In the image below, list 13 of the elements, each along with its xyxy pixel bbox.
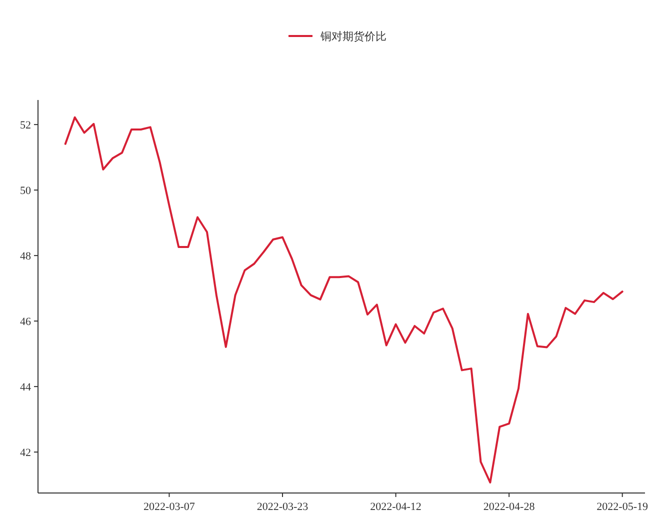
y-tick-label: 48 bbox=[20, 250, 32, 263]
x-tick-label: 2022-03-07 bbox=[144, 501, 196, 513]
x-tick-label: 2022-04-28 bbox=[483, 501, 536, 513]
y-tick-label: 42 bbox=[20, 447, 31, 460]
legend-label: 铜对期货价比 bbox=[320, 30, 386, 43]
y-tick-label: 44 bbox=[20, 382, 32, 394]
y-tick-label: 46 bbox=[20, 316, 32, 328]
y-tick-label: 50 bbox=[20, 185, 32, 198]
x-tick-label: 2022-04-12 bbox=[370, 501, 422, 513]
line-series bbox=[64, 116, 624, 484]
x-tick-label: 2022-05-19 bbox=[596, 501, 649, 513]
x-tick-label: 2022-03-23 bbox=[256, 501, 309, 513]
y-tick-label: 52 bbox=[20, 120, 31, 132]
